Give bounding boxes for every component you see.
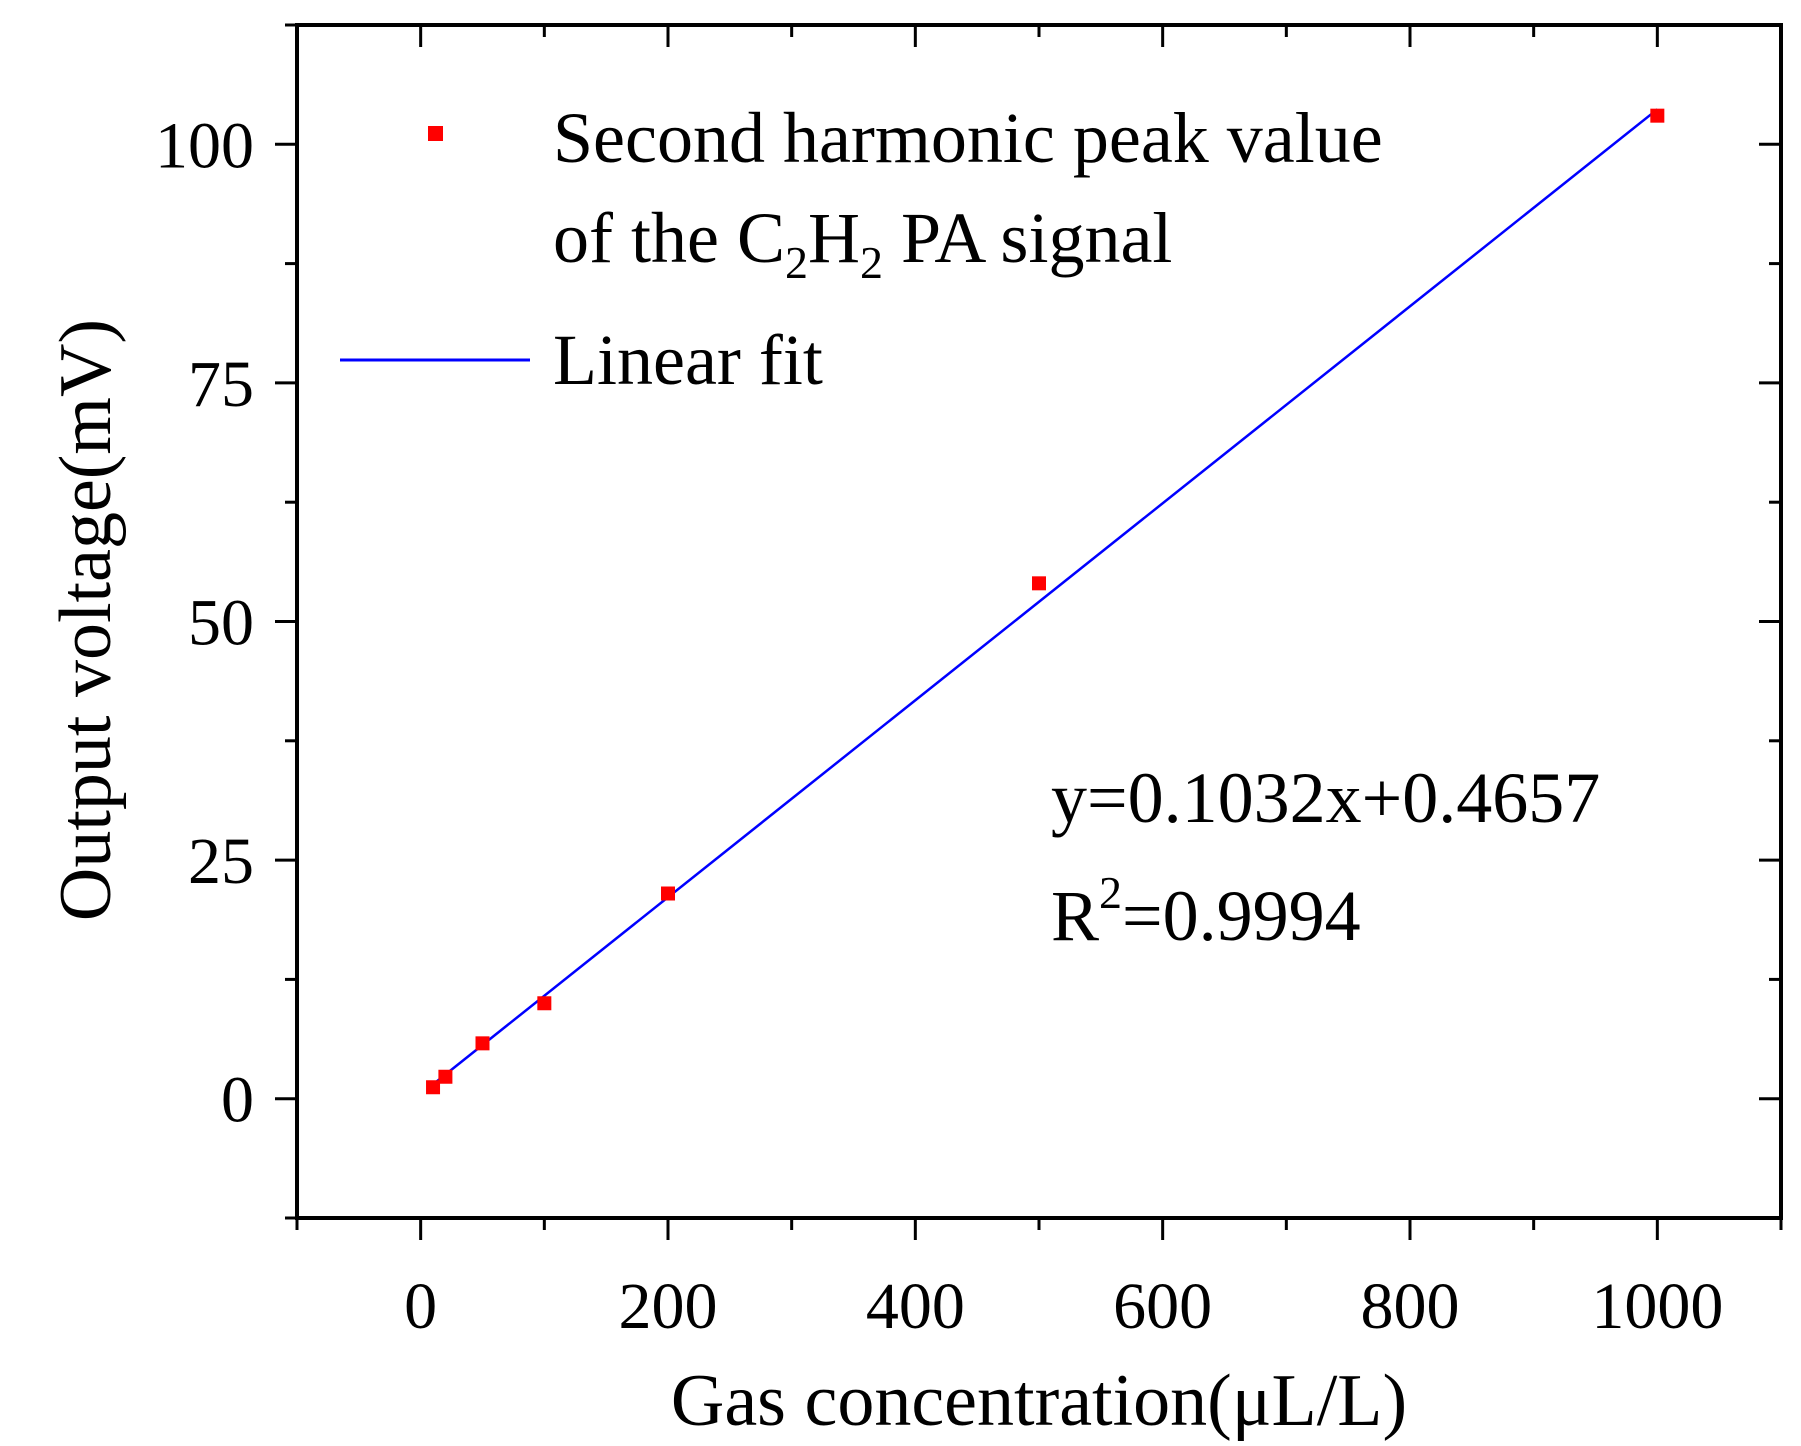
r-squared: R2=0.9994 xyxy=(1051,867,1361,956)
legend-text-h: H xyxy=(808,198,860,278)
axis-ticks xyxy=(275,23,1783,1240)
legend-scatter-marker xyxy=(428,126,443,141)
linear-fit-line xyxy=(429,108,1659,1088)
y-tick-label: 25 xyxy=(188,825,254,898)
y-tick-label: 0 xyxy=(221,1064,254,1137)
legend-subscript-2: 2 xyxy=(860,237,883,288)
r-squared-superscript: 2 xyxy=(1099,867,1122,918)
x-axis-title: Gas concentration(μL/L) xyxy=(671,1360,1407,1442)
x-tick-label: 600 xyxy=(1113,1270,1212,1343)
r-squared-prefix: R xyxy=(1051,876,1099,956)
data-point xyxy=(426,1080,441,1095)
legend-text-prefix: of the C xyxy=(553,198,785,278)
x-tick-label: 800 xyxy=(1361,1270,1460,1343)
y-tick-label: 75 xyxy=(188,348,254,421)
data-point xyxy=(661,886,675,901)
fit-annotation: y=0.1032x+0.4657 R2=0.9994 xyxy=(1051,758,1600,956)
x-tick-label: 200 xyxy=(619,1270,718,1343)
x-tick-label: 400 xyxy=(866,1270,965,1343)
data-point xyxy=(537,996,552,1011)
legend: Second harmonic peak value of the C2H2 P… xyxy=(340,98,1383,400)
data-point xyxy=(438,1069,453,1084)
legend-text-suffix: PA signal xyxy=(883,198,1172,278)
data-point xyxy=(1650,108,1665,123)
legend-scatter-label-line1: Second harmonic peak value xyxy=(553,98,1383,178)
y-tick-label: 50 xyxy=(188,587,254,660)
scatter-points xyxy=(426,108,1665,1095)
fit-equation: y=0.1032x+0.4657 xyxy=(1051,758,1600,838)
tick-labels: 0 200 400 600 800 1000 0 25 50 75 100 xyxy=(155,109,1723,1343)
r-squared-value: =0.9994 xyxy=(1122,876,1361,956)
y-axis-title: Output voltage(mV) xyxy=(45,319,127,921)
data-point xyxy=(1032,576,1046,591)
legend-scatter-label-line2: of the C2H2 PA signal xyxy=(553,198,1172,288)
x-tick-label: 1000 xyxy=(1591,1270,1723,1343)
legend-subscript-1: 2 xyxy=(785,237,808,288)
data-point xyxy=(475,1036,490,1051)
x-tick-label: 0 xyxy=(404,1270,437,1343)
y-tick-label: 100 xyxy=(155,109,254,182)
legend-fit-label: Linear fit xyxy=(553,320,823,400)
